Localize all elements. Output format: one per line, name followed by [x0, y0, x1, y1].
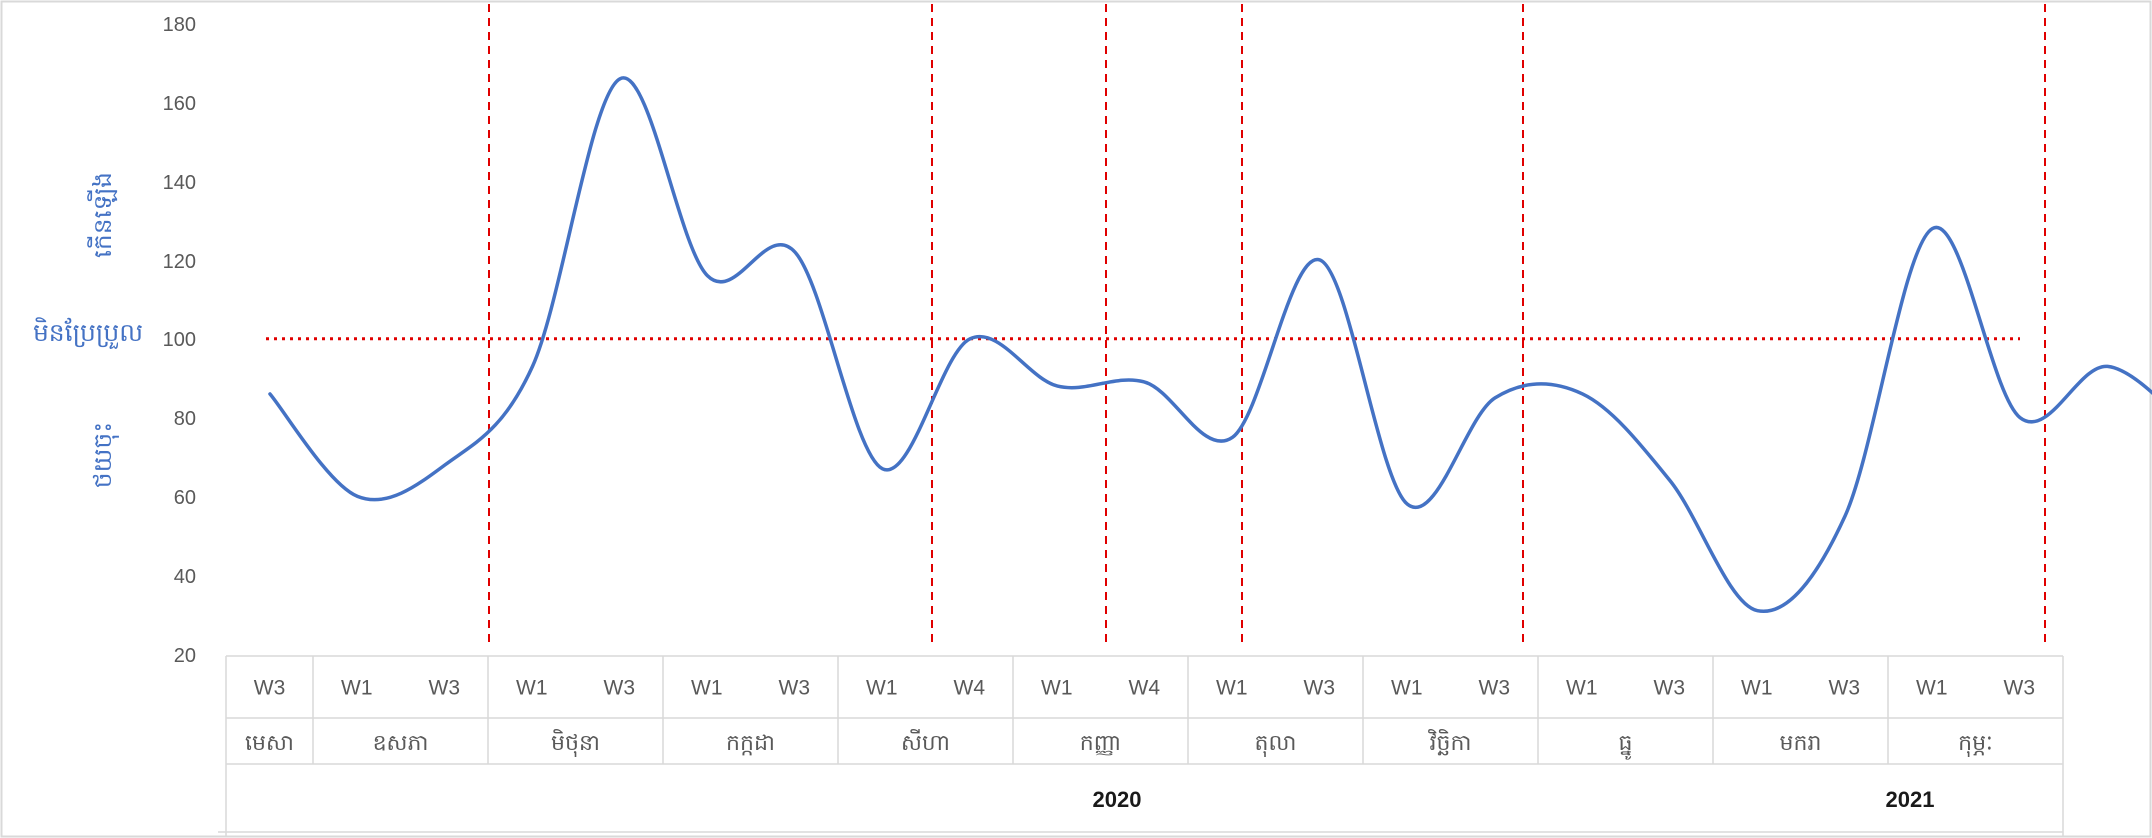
month-label: ឧសភា	[373, 731, 429, 756]
week-label: W3	[1479, 677, 1511, 700]
data-point	[1581, 392, 1585, 396]
data-point	[706, 274, 710, 278]
week-label: W1	[341, 677, 373, 700]
month-label: មេសា	[245, 731, 294, 756]
data-point	[268, 392, 272, 396]
week-label: W3	[1304, 677, 1336, 700]
y-tick-100: 100	[163, 329, 196, 351]
data-point	[2106, 364, 2110, 368]
week-label: W3	[2004, 677, 2036, 700]
week-label: W1	[866, 677, 898, 700]
data-point	[881, 467, 885, 471]
month-label: ធ្នូ	[1619, 731, 1633, 760]
x-axis-category-table: មេសា W3 ឧសភា W1 W3 មិថុនា W1 W3 កក្កដា W1 W3 សីហា W1…	[218, 655, 2064, 836]
data-point	[1318, 258, 1322, 262]
y-tick-40: 40	[174, 566, 196, 588]
week-label: W3	[604, 677, 636, 700]
y-tick-180: 180	[163, 14, 196, 36]
week-label: W3	[429, 677, 461, 700]
data-point	[1931, 226, 1935, 230]
week-label: W1	[516, 677, 548, 700]
week-label: W3	[254, 677, 286, 700]
y-tick-80: 80	[174, 408, 196, 430]
data-point	[1493, 396, 1497, 400]
data-point	[1406, 502, 1410, 506]
week-label: W1	[1216, 677, 1248, 700]
data-point	[1756, 609, 1760, 613]
y-tick-60: 60	[174, 487, 196, 509]
month-label: វិច្ឆិកា	[1428, 729, 1472, 756]
week-label: W3	[1829, 677, 1861, 700]
y-tick-20: 20	[174, 645, 196, 667]
y-tick-160: 160	[163, 93, 196, 115]
data-point	[443, 463, 447, 467]
month-label: មិថុនា	[551, 729, 600, 757]
month-label: កក្កដា	[726, 731, 775, 756]
y-label-decrease: ថយចុះ	[88, 422, 119, 489]
y-axis-labels: កើនឡើង មិនប្រែប្រួល ថយចុះ	[33, 172, 143, 488]
y-label-increase: កើនឡើង	[87, 172, 118, 258]
month-label: សីហា	[901, 729, 950, 756]
y-tick-120: 120	[163, 251, 196, 273]
y-tick-140: 140	[163, 172, 196, 194]
month-label: កញ្ញា	[1080, 731, 1121, 756]
year-label: 2020	[1093, 787, 1142, 812]
data-point	[2018, 416, 2022, 420]
y-axis-tick-labels: 180 160 140 120 100 80 60 40 20	[163, 14, 196, 667]
month-label: កុម្ភៈ	[1958, 731, 1993, 757]
week-label: W3	[779, 677, 811, 700]
data-point	[1231, 435, 1235, 439]
week-label: W4	[1129, 677, 1161, 700]
week-label: W3	[1654, 677, 1686, 700]
week-label: W1	[691, 677, 723, 700]
y-label-unchanged: មិនប្រែប្រួល	[33, 317, 143, 349]
data-point	[968, 337, 972, 341]
data-point	[1143, 380, 1147, 384]
week-label: W4	[954, 677, 986, 700]
data-point	[1668, 479, 1672, 483]
week-label: W1	[1916, 677, 1948, 700]
data-point	[1843, 514, 1847, 518]
data-point	[618, 77, 622, 81]
year-label: 2021	[1886, 787, 1935, 812]
data-point	[356, 494, 360, 498]
week-label: W1	[1391, 677, 1423, 700]
week-label: W1	[1566, 677, 1598, 700]
week-label: W1	[1041, 677, 1073, 700]
data-point	[531, 364, 535, 368]
data-point	[1056, 384, 1060, 388]
month-separator-lines	[488, 4, 2046, 646]
month-label: តុលា	[1255, 731, 1297, 757]
series-line	[268, 76, 2152, 614]
data-point	[793, 250, 797, 254]
week-label: W1	[1741, 677, 1773, 700]
month-label: មករា	[1780, 731, 1822, 756]
